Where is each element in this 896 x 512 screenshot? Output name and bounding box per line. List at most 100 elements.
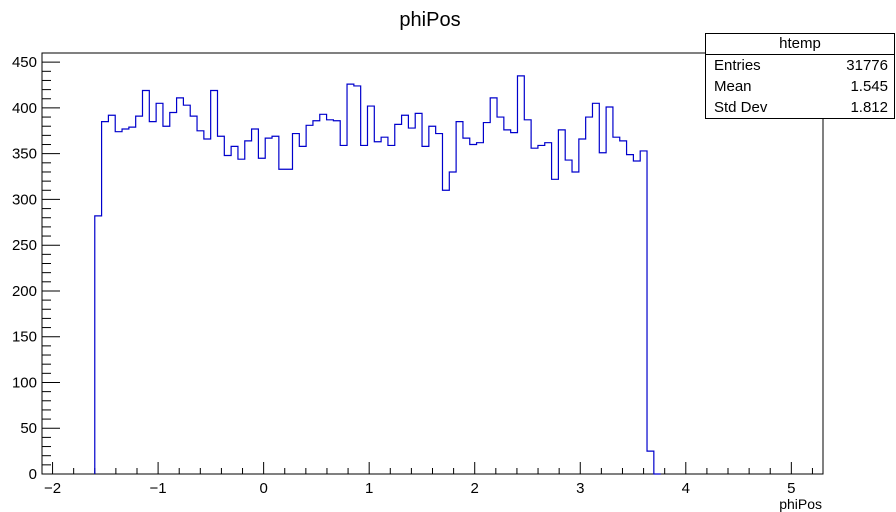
histogram-bin [320, 114, 327, 474]
x-tick-label: 4 [682, 480, 690, 497]
histogram-bin [163, 126, 170, 474]
histogram-bin [511, 133, 518, 474]
histogram-bin [252, 129, 259, 474]
histogram-bin [374, 142, 381, 474]
x-tick-label: −1 [150, 480, 167, 497]
histogram-bin [552, 179, 559, 474]
y-tick-label: 250 [12, 237, 37, 254]
histogram-bin [197, 131, 204, 474]
stats-label: Entries [714, 57, 761, 74]
histogram-bin [183, 105, 190, 474]
histogram-bin [170, 112, 177, 474]
y-tick-label: 400 [12, 100, 37, 117]
histogram-bin [572, 172, 579, 474]
histogram-bin [538, 145, 545, 474]
stats-label: Mean [714, 78, 752, 95]
stats-row-stddev: Std Dev 1.812 [706, 97, 894, 118]
histogram-bin [272, 136, 279, 474]
histogram-bin [217, 136, 224, 474]
histogram-bin [477, 143, 484, 474]
histogram-bin [177, 98, 184, 474]
histogram-bin [565, 160, 572, 474]
stats-value: 31776 [846, 57, 888, 74]
stats-value: 1.812 [850, 99, 888, 116]
histogram-bin [395, 124, 402, 474]
histogram-bin [599, 153, 606, 474]
histogram-bin [108, 115, 115, 474]
histogram-bin [204, 139, 211, 474]
histogram-bin [340, 145, 347, 474]
histogram-bin [640, 151, 647, 474]
histogram-bin [415, 113, 422, 474]
histogram-bin [586, 117, 593, 474]
histogram-bin [149, 122, 156, 474]
y-tick-label: 50 [20, 420, 37, 437]
y-tick-label: 100 [12, 374, 37, 391]
y-tick-label: 0 [29, 466, 37, 483]
x-axis-title: phiPos [779, 496, 822, 512]
histogram-bin [504, 130, 511, 474]
histogram-bin [122, 129, 129, 474]
histogram-bin [95, 216, 102, 474]
y-tick-label: 450 [12, 54, 37, 71]
histogram-bin [136, 116, 143, 474]
histogram-bin [224, 156, 231, 474]
histogram-bin [633, 161, 640, 474]
histogram-bin [388, 145, 395, 474]
y-tick-label: 300 [12, 191, 37, 208]
histogram-bin [442, 190, 449, 474]
histogram-outline [94, 75, 661, 475]
histogram-bin [115, 132, 122, 474]
stats-box-title: htemp [706, 34, 894, 55]
histogram-bin [156, 103, 163, 474]
histogram-bin [238, 159, 245, 474]
histogram-bin [449, 172, 456, 474]
histogram-bin [470, 145, 477, 474]
histogram-bin [402, 115, 409, 474]
histogram-bin [299, 146, 306, 474]
histogram-bin [422, 146, 429, 474]
histogram-bin [436, 134, 443, 474]
histogram-bin [524, 120, 531, 474]
histogram-bin [579, 139, 586, 474]
x-tick-label: 1 [365, 480, 373, 497]
histogram-bin [381, 137, 388, 474]
histogram-bin [354, 86, 361, 474]
histogram-bin [333, 121, 340, 474]
chart-title: phiPos [399, 9, 460, 31]
histogram-bin [102, 122, 109, 474]
y-tick-label: 200 [12, 283, 37, 300]
histogram-bin [606, 107, 613, 474]
histogram-bin [306, 125, 313, 474]
histogram-bin [367, 106, 374, 474]
stats-box: htemp Entries 31776 Mean 1.545 Std Dev 1… [705, 33, 895, 119]
histogram-bin [408, 128, 415, 474]
histogram-bin [190, 116, 197, 474]
histogram-bin [620, 141, 627, 474]
histogram-bin [647, 451, 654, 474]
histogram-bin [279, 169, 286, 474]
histogram-bin [483, 123, 490, 474]
histogram-bin [211, 91, 218, 474]
x-tick-label: 3 [576, 480, 584, 497]
histogram-series [94, 75, 661, 475]
stats-label: Std Dev [714, 99, 768, 116]
histogram-bin [558, 130, 565, 474]
histogram-bin [347, 84, 354, 474]
histogram-bin [490, 98, 497, 474]
y-tick-label: 350 [12, 146, 37, 163]
histogram-bin [545, 143, 552, 474]
histogram-bin [313, 121, 320, 474]
histogram-bin [456, 122, 463, 474]
histogram-bin [327, 120, 334, 474]
histogram-bin [497, 117, 504, 474]
histogram-bin [592, 103, 599, 474]
x-tick-label: −2 [44, 480, 61, 497]
histogram-bin [231, 146, 238, 474]
histogram-bin [129, 127, 136, 474]
histogram-bin [429, 126, 436, 474]
stats-row-entries: Entries 31776 [706, 55, 894, 76]
histogram-bin [245, 141, 252, 474]
